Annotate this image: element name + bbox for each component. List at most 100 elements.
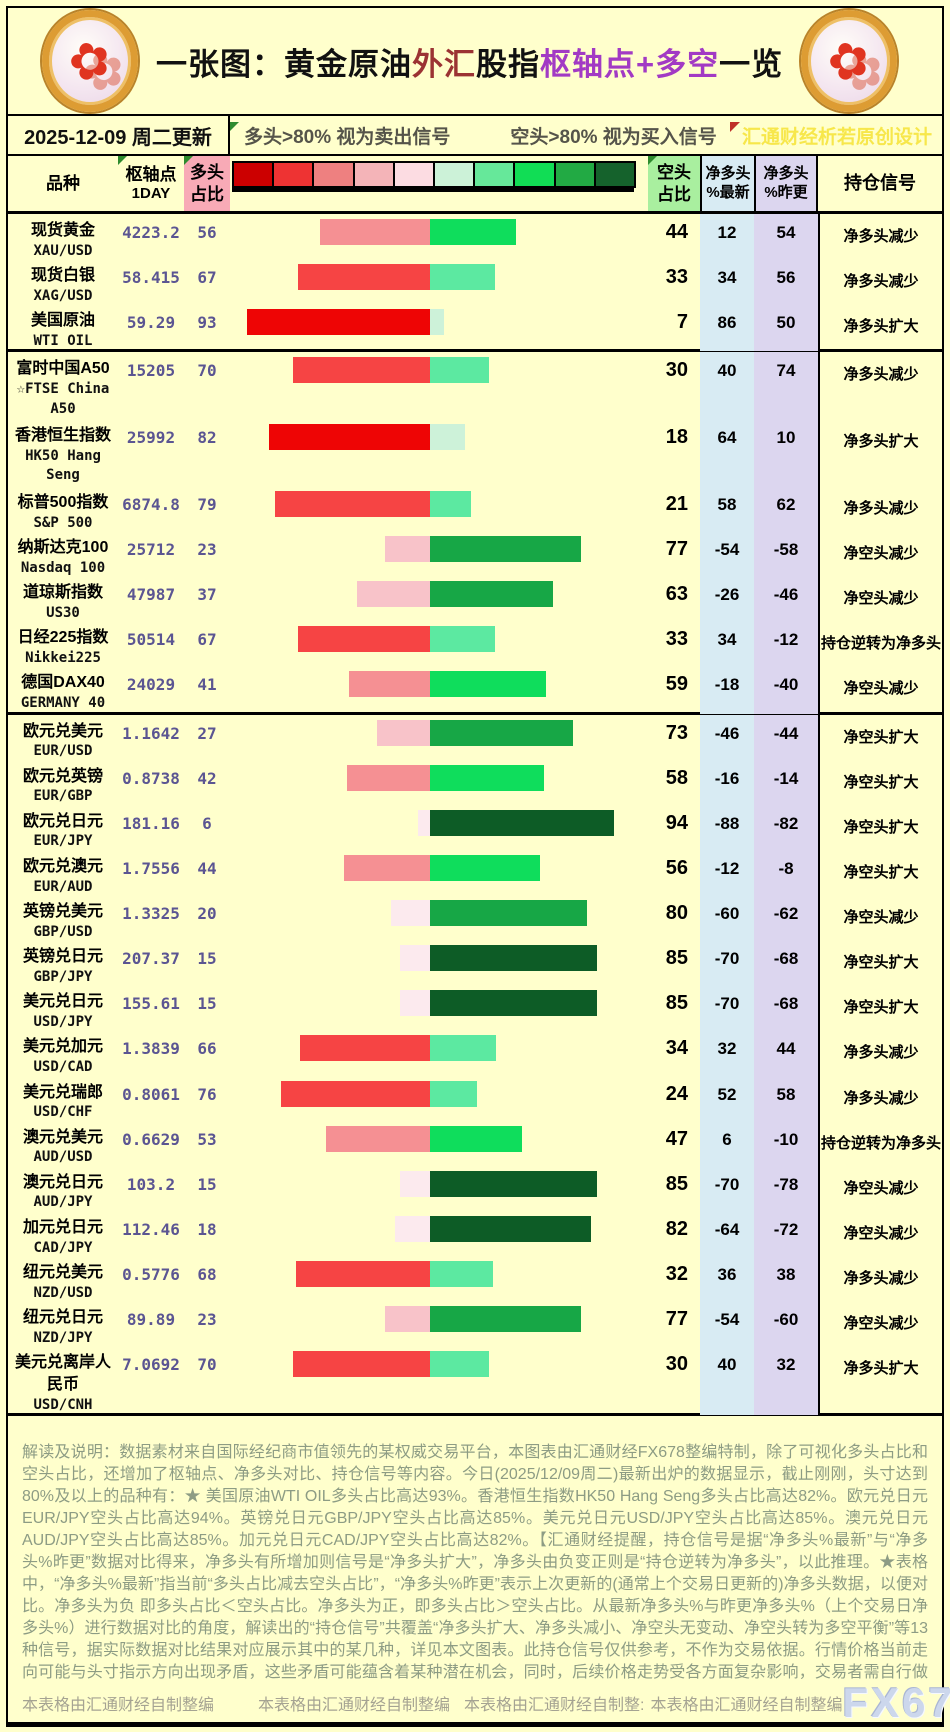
net-long-prev-value: -68: [754, 940, 818, 988]
net-long-prev-value: -44: [754, 714, 818, 762]
short-ratio-value: 85: [665, 1172, 688, 1195]
title-seg-2: 外汇: [412, 46, 476, 82]
net-long-latest-value: 34: [700, 259, 754, 307]
instrument-name-sub: USD/CHF: [33, 1104, 93, 1121]
long-ratio-value: 70: [197, 1355, 217, 1375]
net-long-latest-value: -12: [700, 849, 754, 898]
instrument-name-sub: US30: [46, 604, 80, 621]
long-ratio-value: 79: [197, 494, 217, 514]
comment-triangle-icon: [118, 156, 127, 165]
short-ratio-value: 82: [665, 1217, 688, 1240]
instrument-name-sub: AUD/JPY: [33, 1194, 93, 1211]
instrument-name-sub: ☆FTSE China: [16, 380, 110, 397]
table-row: 纳斯达克100 Nasdaq 100 25712 23 77 -54 -58 净空头减少: [8, 531, 942, 579]
position-signal: 净空头扩大: [818, 985, 942, 1033]
long-bar: [292, 357, 430, 384]
table-row: 美元兑离岸人 民币 USD/CNH 7.0692 70 30 40 32 净多头扩大: [8, 1346, 942, 1417]
position-signal: 净空头减少: [818, 895, 942, 943]
net-long-prev-value: 56: [754, 259, 818, 307]
long-ratio-value: 93: [197, 313, 217, 333]
meta-row: 2025-12-09 周二更新 多头>80% 视为卖出信号 空头>80% 视为买…: [8, 116, 942, 156]
long-bar: [418, 809, 430, 836]
flower-icon: ✿: [61, 27, 119, 95]
position-signal: 净空头减少: [818, 576, 942, 624]
long-short-bar: [230, 486, 642, 533]
short-bar: [429, 809, 615, 836]
short-ratio-value: 30: [665, 359, 688, 382]
net-long-prev-value: -14: [754, 759, 818, 807]
instrument-name: 欧元兑英镑 EUR/GBP: [8, 760, 118, 807]
net-long-prev-value: -68: [754, 985, 818, 1033]
net-long-latest-value: 64: [700, 419, 754, 486]
position-signal: 净空头扩大: [818, 759, 942, 807]
pivot-value: 1.3839: [122, 1039, 180, 1059]
scale-cell: [272, 161, 315, 188]
short-ratio-value: 7: [676, 311, 688, 334]
pivot-value: 7.0692: [122, 1355, 180, 1375]
instrument-name-sub: USD/JPY: [33, 1013, 93, 1030]
title-bar: ✿ 一张图：黄金原油外汇股指枢轴点+多空一览 ✿: [8, 8, 942, 116]
instrument-name-cn: 澳元兑美元: [22, 1128, 103, 1146]
instrument-name-sub: EUR/GBP: [33, 788, 93, 805]
legend-long-threshold: 多头>80% 视为卖出信号: [230, 121, 450, 149]
short-bar: [429, 490, 471, 517]
long-bar: [320, 219, 430, 245]
short-ratio-value: 24: [665, 1082, 688, 1105]
instrument-name-cn: 德国DAX40: [21, 674, 105, 692]
short-bar: [429, 264, 495, 291]
net-long-latest-value: -54: [700, 531, 754, 579]
long-bar: [300, 1035, 430, 1062]
table-row: 美国原油 WTI OIL 59.29 93 7 86 50 净多头扩大: [8, 304, 942, 353]
net-long-prev-value: 10: [754, 419, 818, 486]
short-ratio-value: 18: [665, 426, 688, 449]
long-short-bar: [230, 621, 642, 668]
instrument-name-sub: HK50 Hang: [25, 447, 101, 464]
short-bar: [429, 1125, 522, 1152]
long-ratio-value: 66: [197, 1039, 217, 1059]
instrument-name-cn: 美国原油: [30, 312, 95, 330]
short-ratio-value: 56: [665, 856, 688, 879]
table-row: 英镑兑美元 GBP/USD 1.3325 20 80 -60 -62 净空头减少: [8, 895, 942, 943]
pivot-value: 112.46: [122, 1219, 180, 1239]
color-scale-header: [230, 156, 642, 211]
short-ratio-value: 33: [665, 266, 688, 289]
pivot-value: 103.2: [126, 1174, 176, 1194]
instrument-name-cn: 美元兑瑞郎: [22, 1083, 103, 1101]
page-title: 一张图：黄金原油外汇股指枢轴点+多空一览: [156, 39, 783, 84]
long-ratio-value: 15: [197, 949, 217, 969]
watermark-text: 汇通财经析若原创设计: [741, 126, 932, 148]
short-bar: [429, 1215, 591, 1242]
long-short-bar: [230, 576, 642, 623]
instrument-name: 现货黄金 XAU/USD: [8, 214, 118, 261]
instrument-name-cn: 英镑兑日元: [22, 948, 103, 966]
short-ratio-value: 33: [665, 628, 688, 651]
short-ratio-value: 77: [665, 1308, 688, 1331]
pivot-value: 0.6629: [122, 1129, 180, 1149]
long-bar: [280, 1080, 430, 1107]
instrument-name-sub: EUR/AUD: [33, 878, 93, 895]
net-long-prev-value: 58: [754, 1075, 818, 1123]
instrument-name-cn: 日经225指数: [17, 629, 109, 647]
net-long-latest-value: 12: [700, 214, 754, 262]
long-bar: [349, 671, 430, 698]
pivot-value: 0.8061: [122, 1084, 180, 1104]
position-signal: 净多头减少: [818, 214, 942, 262]
short-bar: [429, 1261, 493, 1288]
instrument-name-sub: GBP/USD: [33, 923, 93, 940]
instrument-name-cn: 纽元兑日元: [22, 1309, 103, 1327]
scale-cell: [392, 161, 436, 188]
position-signal: 净多头减少: [818, 259, 942, 307]
net-long-latest-value: 86: [700, 304, 754, 352]
long-short-bar: [230, 419, 642, 486]
net-long-latest-value: 40: [700, 1346, 754, 1416]
instrument-name-sub: S&P 500: [33, 514, 93, 531]
instrument-name: 澳元兑日元 AUD/JPY: [8, 1166, 118, 1213]
instrument-name-sub: Nikkei225: [25, 649, 101, 666]
net-long-prev-value: -58: [754, 531, 818, 579]
instrument-name-sub: WTI OIL: [33, 332, 93, 349]
long-bar: [400, 945, 430, 972]
title-seg-1: 一张图：黄金原油: [156, 46, 412, 82]
comment-triangle-icon: [648, 156, 657, 165]
net-long-latest-value: -88: [700, 804, 754, 852]
instrument-name-sub: 民币: [46, 1375, 79, 1393]
